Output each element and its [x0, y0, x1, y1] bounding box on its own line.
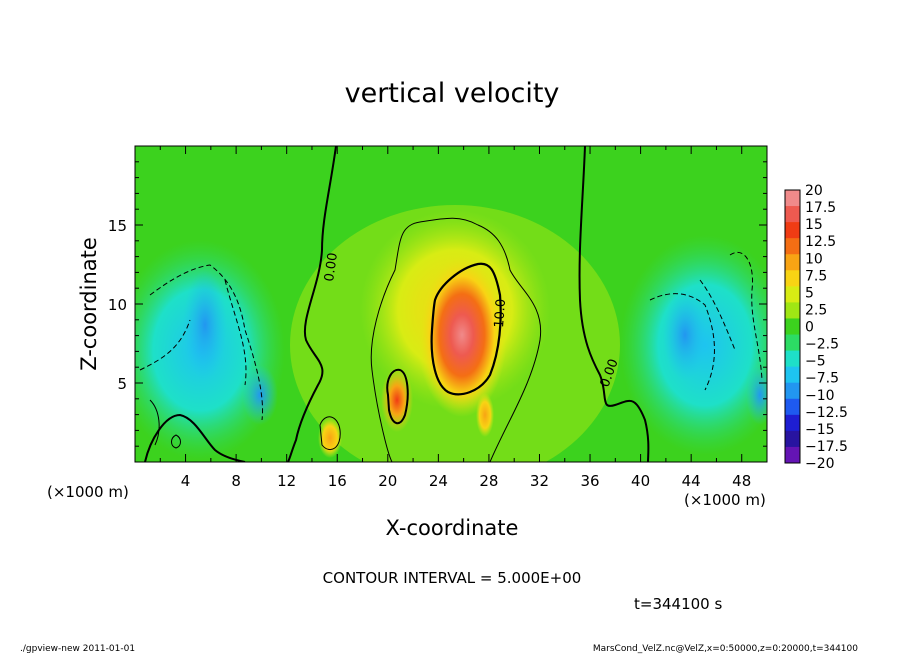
- contour-5: [370, 217, 542, 462]
- color-bar-label: −7.5: [805, 371, 839, 387]
- contour-dash-left: [139, 264, 264, 421]
- color-bar-label: 12.5: [805, 234, 836, 250]
- color-bar-swatch: [785, 350, 800, 368]
- color-bar-frame: [784, 189, 801, 464]
- color-bar-label: −17.5: [805, 439, 848, 455]
- x-tick-label: 16: [328, 472, 347, 490]
- color-bar-label: 7.5: [805, 268, 827, 284]
- color-bar-label: −15: [805, 422, 835, 438]
- field-downdraft-left-core: [183, 270, 227, 380]
- x-tick-label: 40: [631, 472, 650, 490]
- x-tick-label: 20: [378, 472, 397, 490]
- color-bar-label: −2.5: [805, 337, 839, 353]
- color-bar-swatch: [785, 302, 800, 319]
- color-bar-swatch: [785, 382, 800, 400]
- field-plume-right: [476, 393, 494, 437]
- contour-label-1: 0.00: [322, 252, 341, 283]
- field-downdraft-right-core2: [746, 365, 767, 425]
- x-tick-label: 4: [181, 472, 191, 490]
- x-tick-label: 12: [277, 472, 296, 490]
- color-bar-swatch: [785, 222, 800, 239]
- color-bar-swatch: [785, 270, 800, 287]
- y-tick-label: 5: [117, 375, 127, 393]
- color-bar-swatch: [785, 190, 800, 207]
- contour-dash-right: [649, 252, 763, 391]
- y-tick-label: 10: [108, 296, 127, 314]
- x-tick-label: 48: [732, 472, 751, 490]
- field-downdraft-right-core: [663, 290, 707, 380]
- color-bar-label: 20: [805, 183, 823, 199]
- x-tick-label: 44: [682, 472, 701, 490]
- color-bar-label: −5: [805, 354, 826, 370]
- x-unit-left: (×1000 m): [47, 483, 129, 501]
- x-tick-label: 24: [429, 472, 448, 490]
- plot-area: [135, 146, 767, 462]
- x-tick-label: 8: [231, 472, 241, 490]
- color-bar-label: 5: [805, 285, 814, 301]
- contour-label-2: 10.0: [492, 298, 509, 328]
- time-text: t=344100 s: [634, 595, 722, 613]
- footer-right: MarsCond_VelZ.nc@VelZ,x=0:50000,z=0:2000…: [593, 644, 858, 654]
- color-bar-label: −20: [805, 456, 835, 472]
- color-bar-swatch: [785, 366, 800, 384]
- color-bar-label: 0: [805, 320, 814, 336]
- color-bar-label: −12.5: [805, 405, 848, 421]
- color-bar-swatch: [785, 318, 800, 336]
- y-axis-title: Z-coordinate: [77, 237, 101, 371]
- contour-10: [430, 262, 502, 396]
- field-plume-small: [318, 418, 342, 458]
- contour-thin-left: [149, 399, 341, 450]
- x-unit-right: (×1000 m): [684, 491, 766, 509]
- color-bar-swatch: [785, 334, 800, 352]
- contour-zero-right: [578, 146, 650, 462]
- x-axis: 4 8 12 16 20 24 28 32 36 40 44 48: [159, 146, 751, 490]
- chart-title: vertical velocity: [345, 78, 560, 109]
- color-bar-label: 17.5: [805, 200, 836, 216]
- color-bar-swatch: [785, 430, 800, 448]
- color-bar-label: 2.5: [805, 302, 827, 318]
- field-updraft-core: [417, 253, 507, 417]
- color-bar-swatch: [785, 286, 800, 303]
- y-tick-label: 15: [108, 217, 127, 235]
- x-axis-title: X-coordinate: [386, 516, 519, 540]
- footer-left: ./gpview-new 2011-01-01: [20, 644, 135, 654]
- color-bar-swatch: [785, 254, 800, 271]
- contour-zero-bottom-left: [144, 413, 246, 462]
- color-bar-swatch: [785, 238, 800, 255]
- color-bar-label: −10: [805, 388, 835, 404]
- y-axis: 5 10 15: [108, 161, 767, 447]
- x-tick-label: 36: [580, 472, 599, 490]
- color-bar-swatch: [785, 414, 800, 432]
- contour-zero-left: [287, 146, 337, 462]
- color-bar-label: 15: [805, 217, 823, 233]
- color-bar-swatch: [785, 398, 800, 416]
- color-bar-label: 10: [805, 251, 823, 267]
- color-bar-swatch: [785, 446, 800, 464]
- x-tick-label: 32: [530, 472, 549, 490]
- x-tick-label: 28: [479, 472, 498, 490]
- field-downdraft-left-core2: [242, 365, 278, 425]
- color-bar-swatch: [785, 206, 800, 223]
- contour-10-small: [386, 368, 409, 425]
- contour-interval-text: CONTOUR INTERVAL = 5.000E+00: [323, 569, 582, 587]
